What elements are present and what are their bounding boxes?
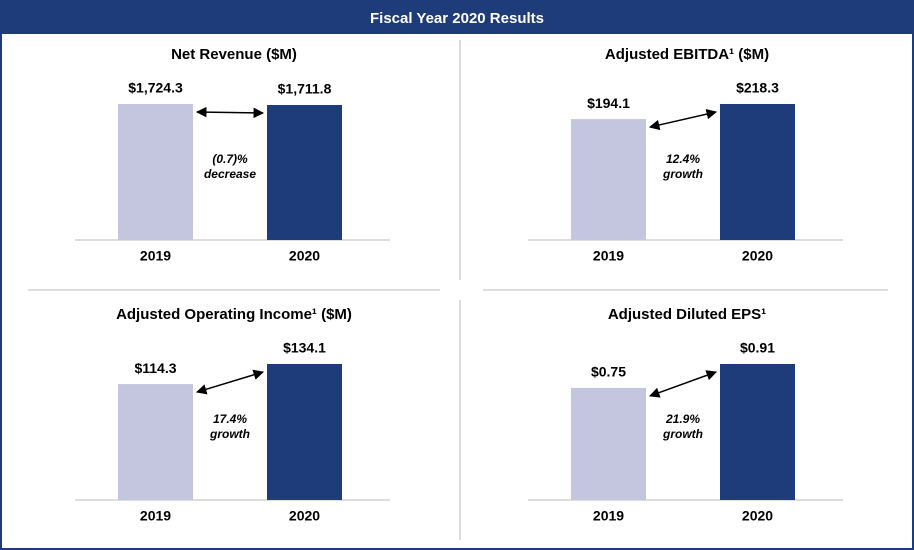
bar <box>571 387 646 500</box>
x-tick-label: 2020 <box>742 248 773 264</box>
value-label: $114.3 <box>134 360 176 376</box>
x-tick-label: 2020 <box>289 248 320 264</box>
change-arrow <box>649 370 717 398</box>
x-tick-label: 2020 <box>742 508 773 524</box>
value-label: $0.75 <box>591 364 626 380</box>
bar <box>720 364 795 500</box>
chart-title: Adjusted Operating Income¹ ($M) <box>116 306 352 323</box>
value-label: $194.1 <box>587 95 630 111</box>
value-label: $0.91 <box>740 340 775 356</box>
bar <box>267 364 342 500</box>
annotation: growth <box>662 427 703 441</box>
x-tick-label: 2019 <box>140 508 171 524</box>
value-label: $1,724.3 <box>128 80 183 96</box>
value-label: $134.1 <box>283 340 326 356</box>
annotation: growth <box>662 167 703 181</box>
x-tick-label: 2019 <box>593 248 624 264</box>
annotation: 21.9% <box>665 412 700 426</box>
bar <box>720 104 795 240</box>
chart-title: Adjusted Diluted EPS¹ <box>608 306 766 323</box>
bar <box>118 104 193 240</box>
annotation: 12.4% <box>666 152 700 166</box>
bar <box>267 104 342 241</box>
annotation: growth <box>209 427 250 441</box>
header-bar <box>1 1 913 34</box>
annotation: (0.7)% <box>212 152 248 166</box>
annotation: 17.4% <box>213 412 247 426</box>
change-arrow <box>195 106 265 119</box>
chart-title: Adjusted EBITDA¹ ($M) <box>605 46 769 63</box>
change-arrow <box>195 369 265 395</box>
bar <box>118 384 193 500</box>
x-tick-label: 2019 <box>140 248 171 264</box>
header-title: Fiscal Year 2020 Results <box>370 10 544 27</box>
value-label: $218.3 <box>736 80 779 96</box>
x-tick-label: 2019 <box>593 508 624 524</box>
bar <box>571 119 646 240</box>
x-tick-label: 2020 <box>289 508 320 524</box>
annotation: decrease <box>204 167 256 181</box>
change-arrow <box>648 108 718 131</box>
value-label: $1,711.8 <box>278 81 332 97</box>
chart-title: Net Revenue ($M) <box>171 46 297 63</box>
